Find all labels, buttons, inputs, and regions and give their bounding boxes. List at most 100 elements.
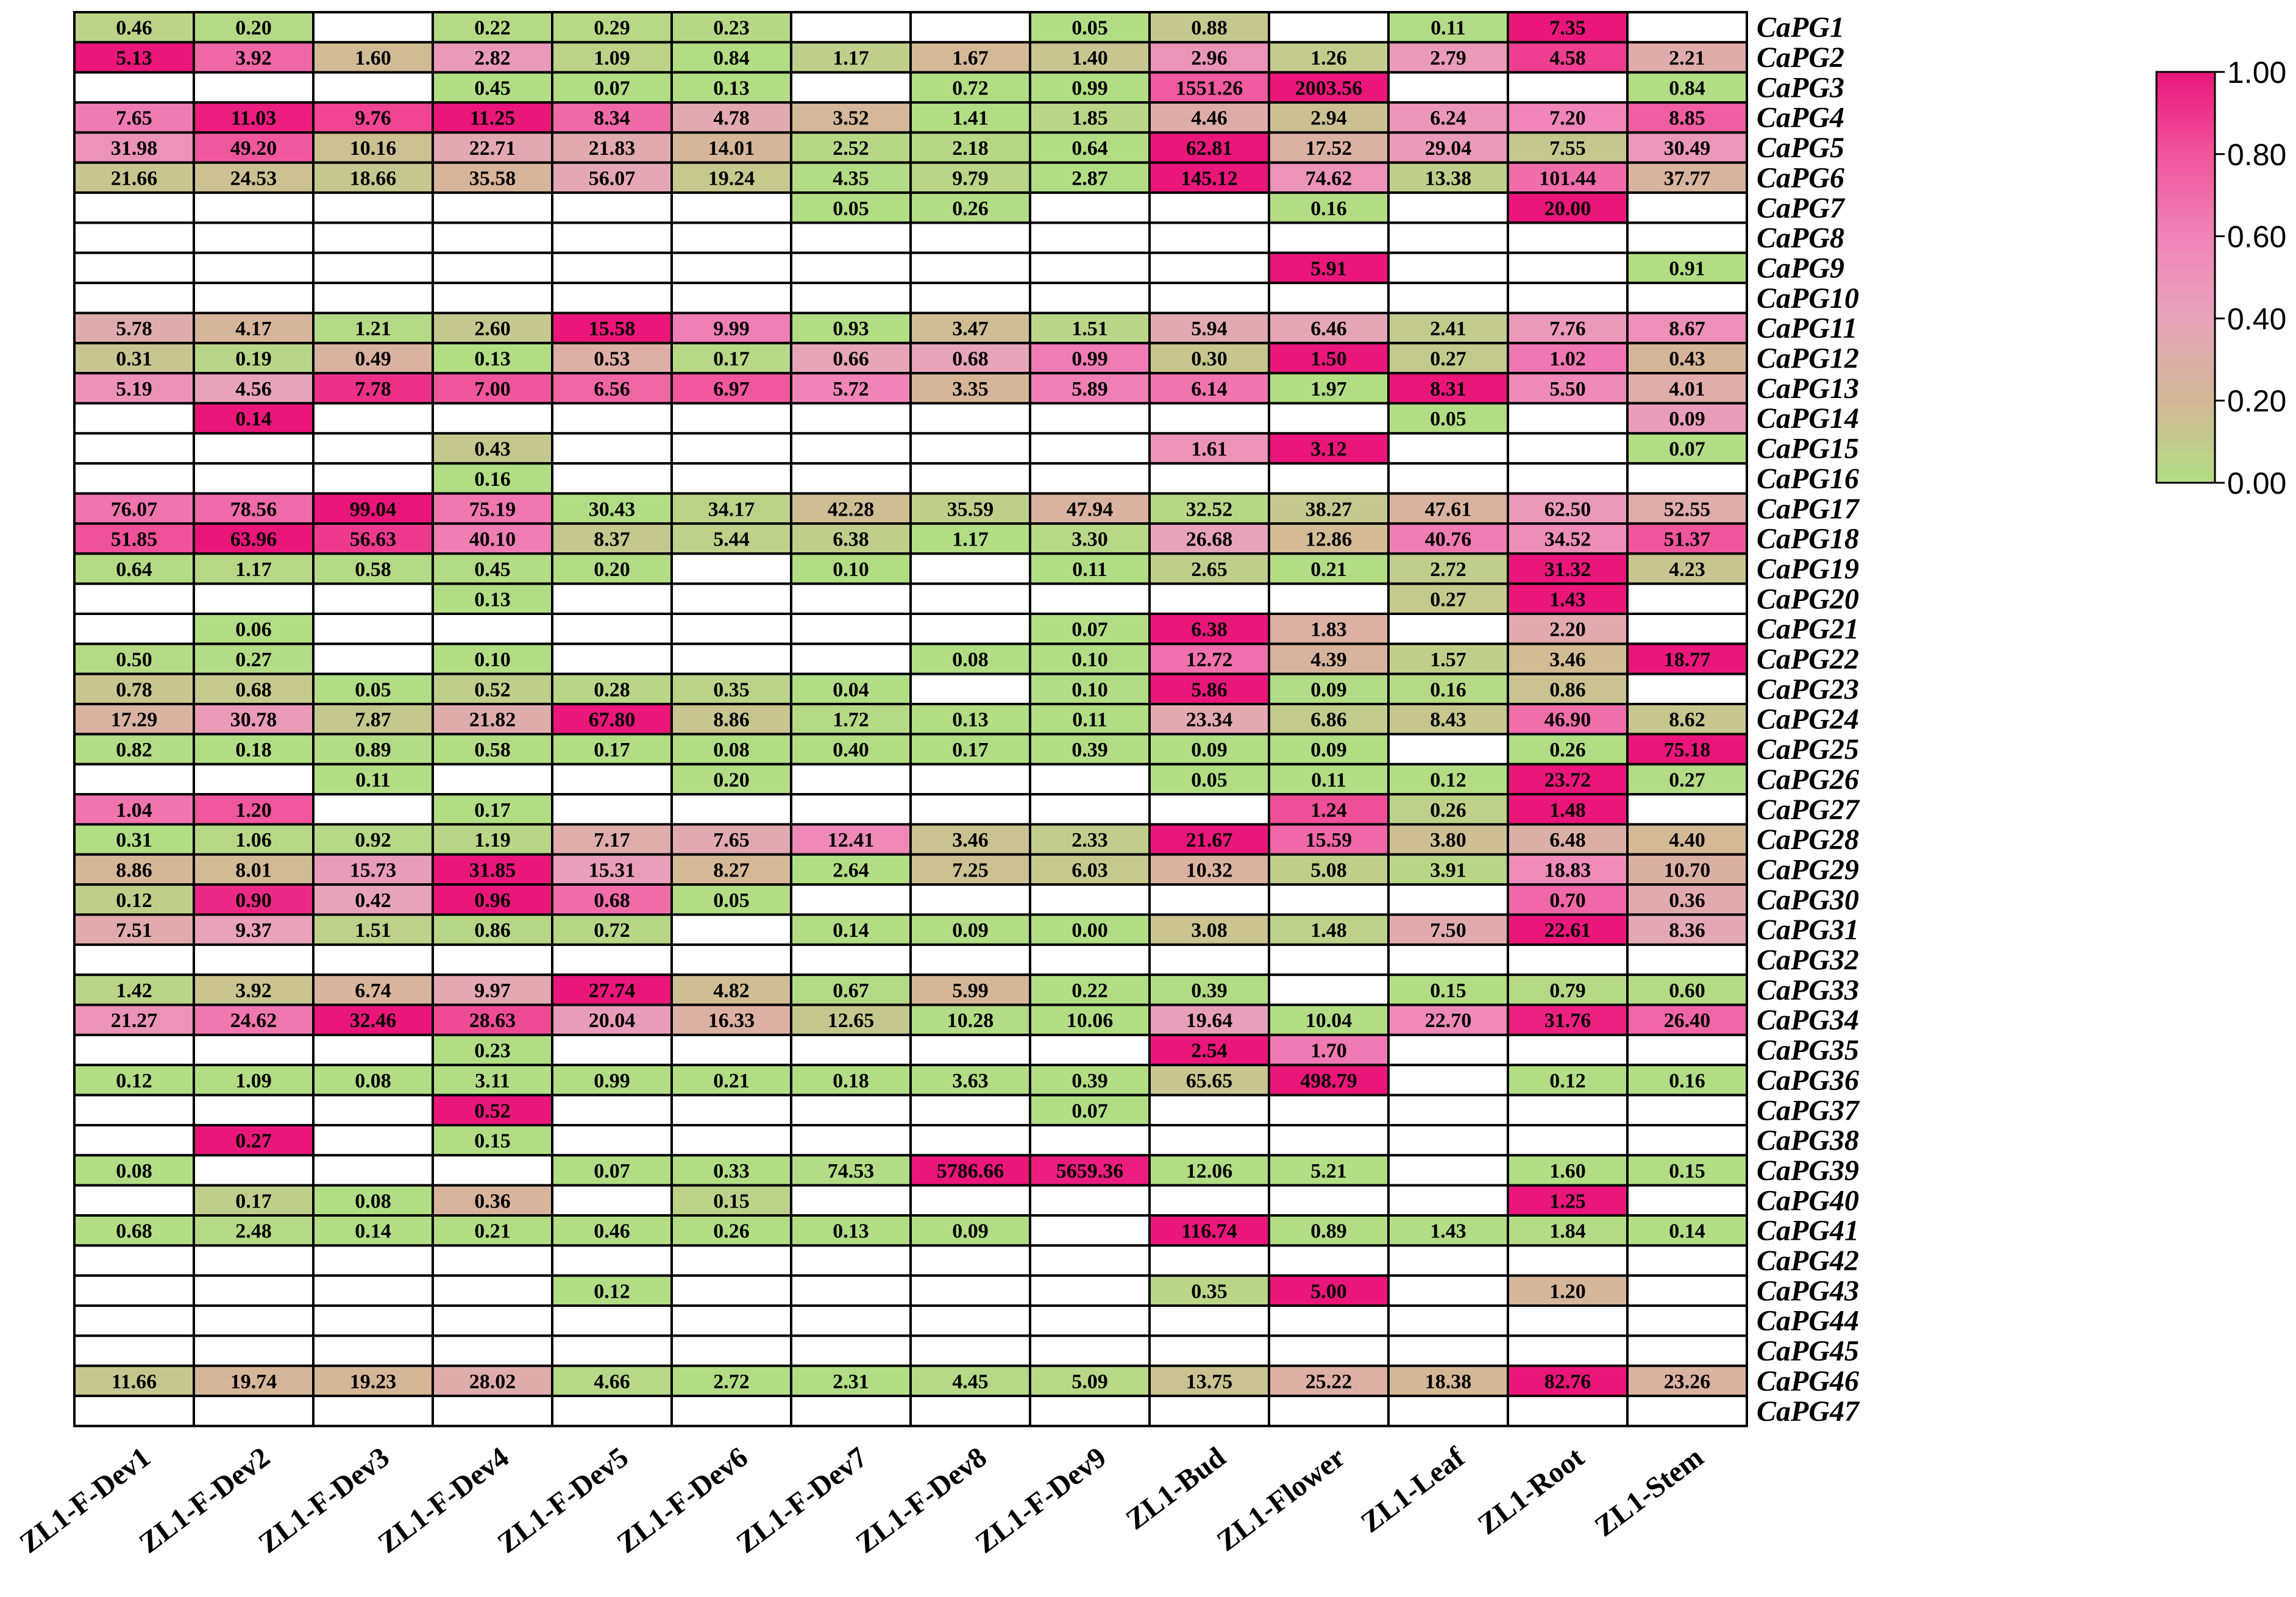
colorbar-tick-label: 0.40 xyxy=(2227,302,2286,336)
cell-value-label: 5.50 xyxy=(1549,378,1586,400)
cell-value-label: 0.39 xyxy=(1072,739,1108,761)
cell-value-label: 30.78 xyxy=(230,709,277,731)
cell-value-label: 2.41 xyxy=(1430,318,1466,340)
heatmap-cell-capg20-zl1-f-dev3 xyxy=(312,582,434,616)
cell-value-label: 0.27 xyxy=(1430,348,1466,371)
row-label-capg9: CaPG9 xyxy=(1757,252,1844,284)
cell-value-label: 9.99 xyxy=(713,318,750,340)
heatmap-cell-capg1-zl1-stem xyxy=(1626,11,1748,44)
heatmap-cell-capg11-zl1-leaf xyxy=(1387,311,1509,344)
cell-value-label: 0.13 xyxy=(833,1220,869,1243)
heatmap-cell-capg37-zl1-f-dev9 xyxy=(1029,1094,1151,1126)
heatmap-cell-capg7-zl1-f-dev5 xyxy=(551,191,673,224)
heatmap-cell-capg17-zl1-f-dev3 xyxy=(312,492,434,525)
cell-value-label: 1.25 xyxy=(1549,1190,1586,1212)
heatmap-cell-capg27-zl1-stem xyxy=(1626,793,1748,826)
heatmap-cell-capg45-zl1-f-dev4 xyxy=(432,1334,553,1367)
heatmap-cell-capg21-zl1-leaf xyxy=(1387,613,1509,646)
heatmap-cell-capg19-zl1-f-dev8 xyxy=(909,552,1031,585)
cell-value-label: 0.68 xyxy=(235,678,272,701)
heatmap-cell-capg23-zl1-f-dev8 xyxy=(909,672,1031,706)
cell-value-label: 10.16 xyxy=(350,137,397,160)
cell-value-label: 0.14 xyxy=(1669,1220,1705,1243)
heatmap-cell-capg18-zl1-f-dev6 xyxy=(670,522,792,555)
cell-value-label: 40.76 xyxy=(1425,528,1472,551)
cell-value-label: 4.45 xyxy=(952,1370,989,1393)
cell-value-label: 56.63 xyxy=(350,528,397,551)
cell-value-label: 5.19 xyxy=(116,378,152,400)
cell-value-label: 3.46 xyxy=(1549,649,1586,671)
cell-value-label: 7.65 xyxy=(713,829,750,852)
cell-value-label: 3.08 xyxy=(1191,919,1228,942)
cell-value-label: 1.17 xyxy=(833,47,869,69)
cell-value-label: 0.08 xyxy=(952,649,989,671)
heatmap-cell-capg44-zl1-flower xyxy=(1268,1304,1390,1337)
cell-value-label: 26.40 xyxy=(1664,1009,1711,1032)
cell-value-label: 0.64 xyxy=(1072,137,1108,160)
heatmap-cell-capg35-zl1-stem xyxy=(1626,1033,1748,1067)
cell-value-label: 1.04 xyxy=(116,799,152,822)
cell-value-label: 7.87 xyxy=(355,709,391,731)
heatmap-cell-capg7-zl1-leaf xyxy=(1387,191,1509,224)
heatmap-cell-capg39-zl1-f-dev1 xyxy=(73,1154,195,1187)
heatmap-cell-capg39-zl1-f-dev4 xyxy=(432,1154,553,1187)
heatmap-cell-capg11-zl1-f-dev9 xyxy=(1029,311,1151,344)
cell-value-label: 0.28 xyxy=(594,678,630,701)
cell-value-label: 6.46 xyxy=(1310,318,1347,340)
cell-value-label: 6.56 xyxy=(594,378,630,400)
heatmap-cell-capg21-zl1-f-dev3 xyxy=(312,613,434,646)
heatmap-cell-capg37-zl1-flower xyxy=(1268,1094,1390,1126)
heatmap-cell-capg47-zl1-f-dev5 xyxy=(551,1395,673,1428)
cell-value-label: 7.20 xyxy=(1549,107,1586,130)
cell-value-label: 7.78 xyxy=(355,378,391,400)
cell-value-label: 0.08 xyxy=(355,1070,391,1092)
heatmap-cell-capg33-zl1-stem xyxy=(1626,973,1748,1006)
heatmap-cell-capg1-zl1-f-dev7 xyxy=(790,11,912,44)
heatmap-cell-capg43-zl1-f-dev3 xyxy=(312,1274,434,1307)
cell-value-label: 9.97 xyxy=(474,980,511,1002)
heatmap-cell-capg28-zl1-root xyxy=(1507,823,1629,856)
heatmap-cell-capg14-zl1-f-dev1 xyxy=(73,402,195,435)
colorbar-tick-label: 0.60 xyxy=(2227,220,2286,254)
row-label-capg40: CaPG40 xyxy=(1757,1184,1859,1217)
cell-value-label: 0.82 xyxy=(116,739,152,761)
heatmap-cell-capg29-zl1-f-dev3 xyxy=(312,853,434,886)
cell-value-label: 6.38 xyxy=(833,528,869,551)
cell-value-label: 8.37 xyxy=(594,528,630,551)
cell-value-label: 8.27 xyxy=(713,859,750,881)
cell-value-label: 1.50 xyxy=(1310,348,1347,371)
heatmap-cell-capg31-zl1-f-dev3 xyxy=(312,913,434,946)
cell-value-label: 4.78 xyxy=(713,107,750,130)
heatmap-cell-capg16-zl1-leaf xyxy=(1387,462,1509,495)
row-label-capg23: CaPG23 xyxy=(1757,673,1859,705)
heatmap-cell-capg28-zl1-stem xyxy=(1626,823,1748,856)
row-label-capg15: CaPG15 xyxy=(1757,433,1859,465)
cell-value-label: 101.44 xyxy=(1539,167,1596,190)
colorbar-gradient xyxy=(2155,71,2216,484)
heatmap-cell-capg32-zl1-f-dev4 xyxy=(432,943,553,976)
cell-value-label: 0.33 xyxy=(713,1160,750,1183)
heatmap-cell-capg23-zl1-bud xyxy=(1148,672,1270,706)
heatmap-cell-capg18-zl1-stem xyxy=(1626,522,1748,555)
heatmap-cell-capg26-zl1-f-dev9 xyxy=(1029,763,1151,796)
heatmap-cell-capg42-zl1-f-dev8 xyxy=(909,1244,1031,1277)
cell-value-label: 76.07 xyxy=(111,498,158,521)
heatmap-cell-capg24-zl1-f-dev9 xyxy=(1029,703,1151,736)
heatmap-cell-capg36-zl1-leaf xyxy=(1387,1064,1509,1097)
heatmap-cell-capg10-zl1-f-dev2 xyxy=(193,282,315,315)
cell-value-label: 20.04 xyxy=(589,1009,636,1032)
heatmap-cell-capg15-zl1-flower xyxy=(1268,432,1390,465)
cell-value-label: 0.05 xyxy=(713,889,750,912)
heatmap-cell-capg45-zl1-flower xyxy=(1268,1334,1390,1367)
cell-value-label: 14.01 xyxy=(708,137,755,160)
cell-value-label: 6.03 xyxy=(1072,859,1108,881)
row-label-capg37: CaPG37 xyxy=(1757,1094,1860,1126)
row-label-capg21: CaPG21 xyxy=(1757,613,1859,646)
heatmap-cell-capg23-zl1-flower xyxy=(1268,672,1390,706)
cell-value-label: 4.01 xyxy=(1669,378,1705,400)
heatmap-cell-capg1-zl1-leaf xyxy=(1387,11,1509,44)
heatmap-cell-capg7-zl1-f-dev3 xyxy=(312,191,434,224)
cell-value-label: 9.37 xyxy=(235,919,272,942)
cell-value-label: 19.24 xyxy=(708,167,755,190)
row-labels: CaPG1CaPG2CaPG3CaPG4CaPG5CaPG6CaPG7CaPG8… xyxy=(1757,12,1860,1428)
